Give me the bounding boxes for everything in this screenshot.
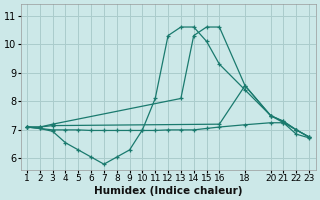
X-axis label: Humidex (Indice chaleur): Humidex (Indice chaleur) [94,186,242,196]
